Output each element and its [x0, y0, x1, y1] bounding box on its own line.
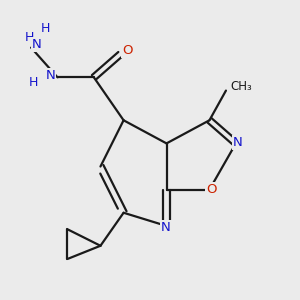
Text: H: H: [25, 31, 34, 44]
Text: H: H: [40, 22, 50, 35]
Text: N: N: [45, 69, 55, 82]
Text: N: N: [161, 221, 171, 234]
Text: O: O: [206, 183, 216, 196]
Text: N: N: [232, 136, 242, 149]
Text: N: N: [32, 38, 42, 51]
Text: CH₃: CH₃: [230, 80, 252, 93]
Text: O: O: [122, 44, 133, 57]
Text: H: H: [29, 76, 38, 89]
